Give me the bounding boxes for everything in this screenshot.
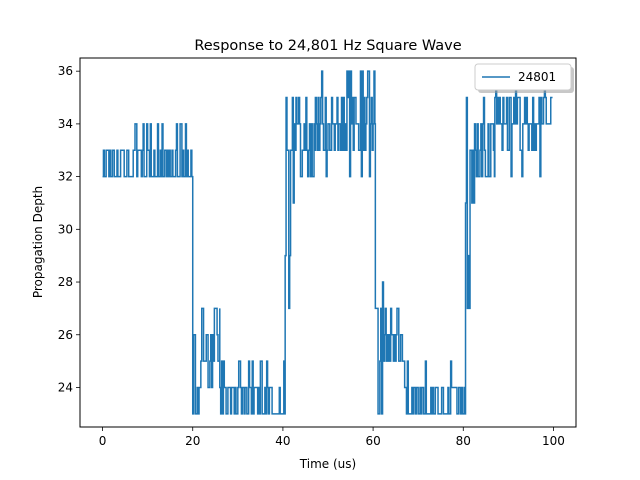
- x-axis: 0 20 40 60 80 100: [99, 427, 565, 448]
- y-tick-label: 36: [58, 64, 73, 78]
- x-tick-label: 40: [275, 434, 290, 448]
- plot-frame: [79, 57, 577, 428]
- plot-area: [79, 57, 577, 428]
- x-tick-label: 60: [365, 434, 380, 448]
- y-tick-label: 28: [58, 275, 73, 289]
- y-tick-label: 26: [58, 328, 73, 342]
- series-layer: [102, 70, 553, 415]
- x-tick-label: 20: [185, 434, 200, 448]
- x-tick-label: 80: [456, 434, 471, 448]
- x-tick-label: 0: [99, 434, 107, 448]
- x-tick-label: 100: [542, 434, 565, 448]
- y-tick-label: 32: [58, 170, 73, 184]
- y-tick-label: 34: [58, 117, 73, 131]
- chart-title: Response to 24,801 Hz Square Wave: [194, 38, 461, 54]
- legend: 24801: [474, 63, 574, 93]
- x-axis-label: Time (us): [299, 457, 356, 471]
- y-tick-label: 30: [58, 222, 73, 236]
- series-line: [102, 70, 553, 415]
- legend-box: [474, 63, 572, 91]
- legend-entry-label: 24801: [518, 70, 556, 84]
- y-tick-label: 24: [58, 380, 73, 394]
- y-axis: 24 26 28 30 32 34 36: [58, 64, 80, 394]
- y-axis-label: Propagation Depth: [31, 186, 45, 298]
